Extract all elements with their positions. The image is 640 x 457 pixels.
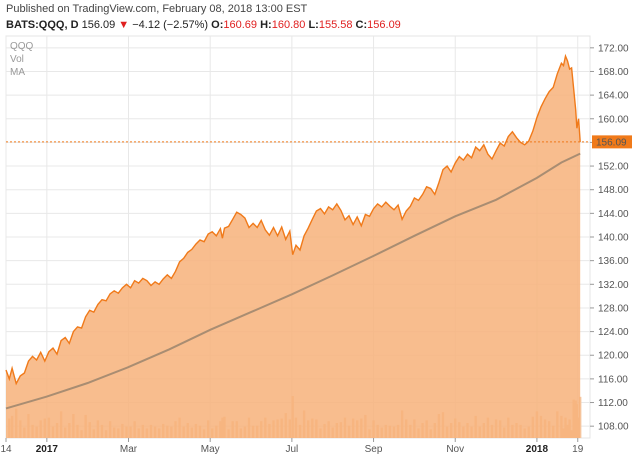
last-price-value: 156.09: [81, 19, 116, 31]
x-tick-label: 2017: [36, 444, 59, 455]
open-label: O:: [211, 19, 224, 31]
y-tick-label: 116.00: [598, 374, 628, 385]
y-tick-label: 136.00: [598, 256, 629, 267]
y-tick-label: 112.00: [598, 398, 628, 409]
y-tick-label: 152.00: [598, 162, 629, 173]
open-value: 160.69: [223, 19, 258, 31]
chart-header: Published on TradingView.com, February 0…: [6, 2, 401, 32]
last-price-badge-text: 156.09: [596, 137, 627, 148]
x-tick-label: Nov: [446, 444, 464, 455]
published-caption: Published on TradingView.com, February 0…: [6, 3, 308, 15]
y-tick-label: 164.00: [598, 91, 629, 102]
change-value: −4.12 (−2.57%): [132, 19, 209, 31]
close-label: C:: [355, 19, 368, 31]
price-line: [5, 53, 581, 386]
low-value: 155.58: [318, 19, 353, 31]
x-tick-label: May: [201, 444, 220, 455]
y-tick-label: 168.00: [598, 67, 629, 78]
x-tick-label: 2018: [526, 444, 549, 455]
x-tick-label: Jul: [285, 444, 298, 455]
y-tick-label: 140.00: [598, 233, 629, 244]
high-value: 160.80: [271, 19, 306, 31]
price-axis[interactable]: 108.00 112.00 116.00 120.00 124.00 128.00 132.…: [590, 43, 629, 433]
symbol-label: BATS:QQQ, D: [6, 19, 79, 31]
legend-ma: MA: [10, 67, 25, 78]
time-axis[interactable]: 14 2017 Mar May Jul Sep Nov 2018 19: [0, 438, 584, 455]
high-label: H:: [260, 19, 272, 31]
last-price-badge: [592, 135, 632, 149]
legend-symbol: QQQ: [10, 41, 34, 52]
y-tick-label: 128.00: [598, 303, 629, 314]
y-tick-label: 160.00: [598, 114, 629, 125]
y-tick-label: 124.00: [598, 327, 629, 338]
down-arrow-icon: ▼: [118, 19, 130, 31]
y-tick-label: 148.00: [598, 185, 629, 196]
moving-average-line: [5, 152, 581, 410]
x-tick-label: Sep: [365, 444, 383, 455]
y-tick-label: 108.00: [598, 422, 629, 433]
x-tick-label: 14: [0, 444, 12, 455]
close-value: 156.09: [367, 19, 401, 31]
ohlc-line: BATS:QQQ, D 156.09 ▼ −4.12 (−2.57%) O:16…: [6, 18, 401, 32]
y-tick-label: 132.00: [598, 280, 629, 291]
x-tick-label: Mar: [120, 444, 138, 455]
price-area: [6, 56, 581, 438]
y-tick-label: 172.00: [598, 43, 629, 54]
y-tick-label: 120.00: [598, 351, 629, 362]
y-tick-label: 144.00: [598, 209, 629, 220]
x-tick-label: 19: [572, 444, 584, 455]
legend-vol: Vol: [10, 54, 24, 65]
low-label: L:: [308, 19, 319, 31]
